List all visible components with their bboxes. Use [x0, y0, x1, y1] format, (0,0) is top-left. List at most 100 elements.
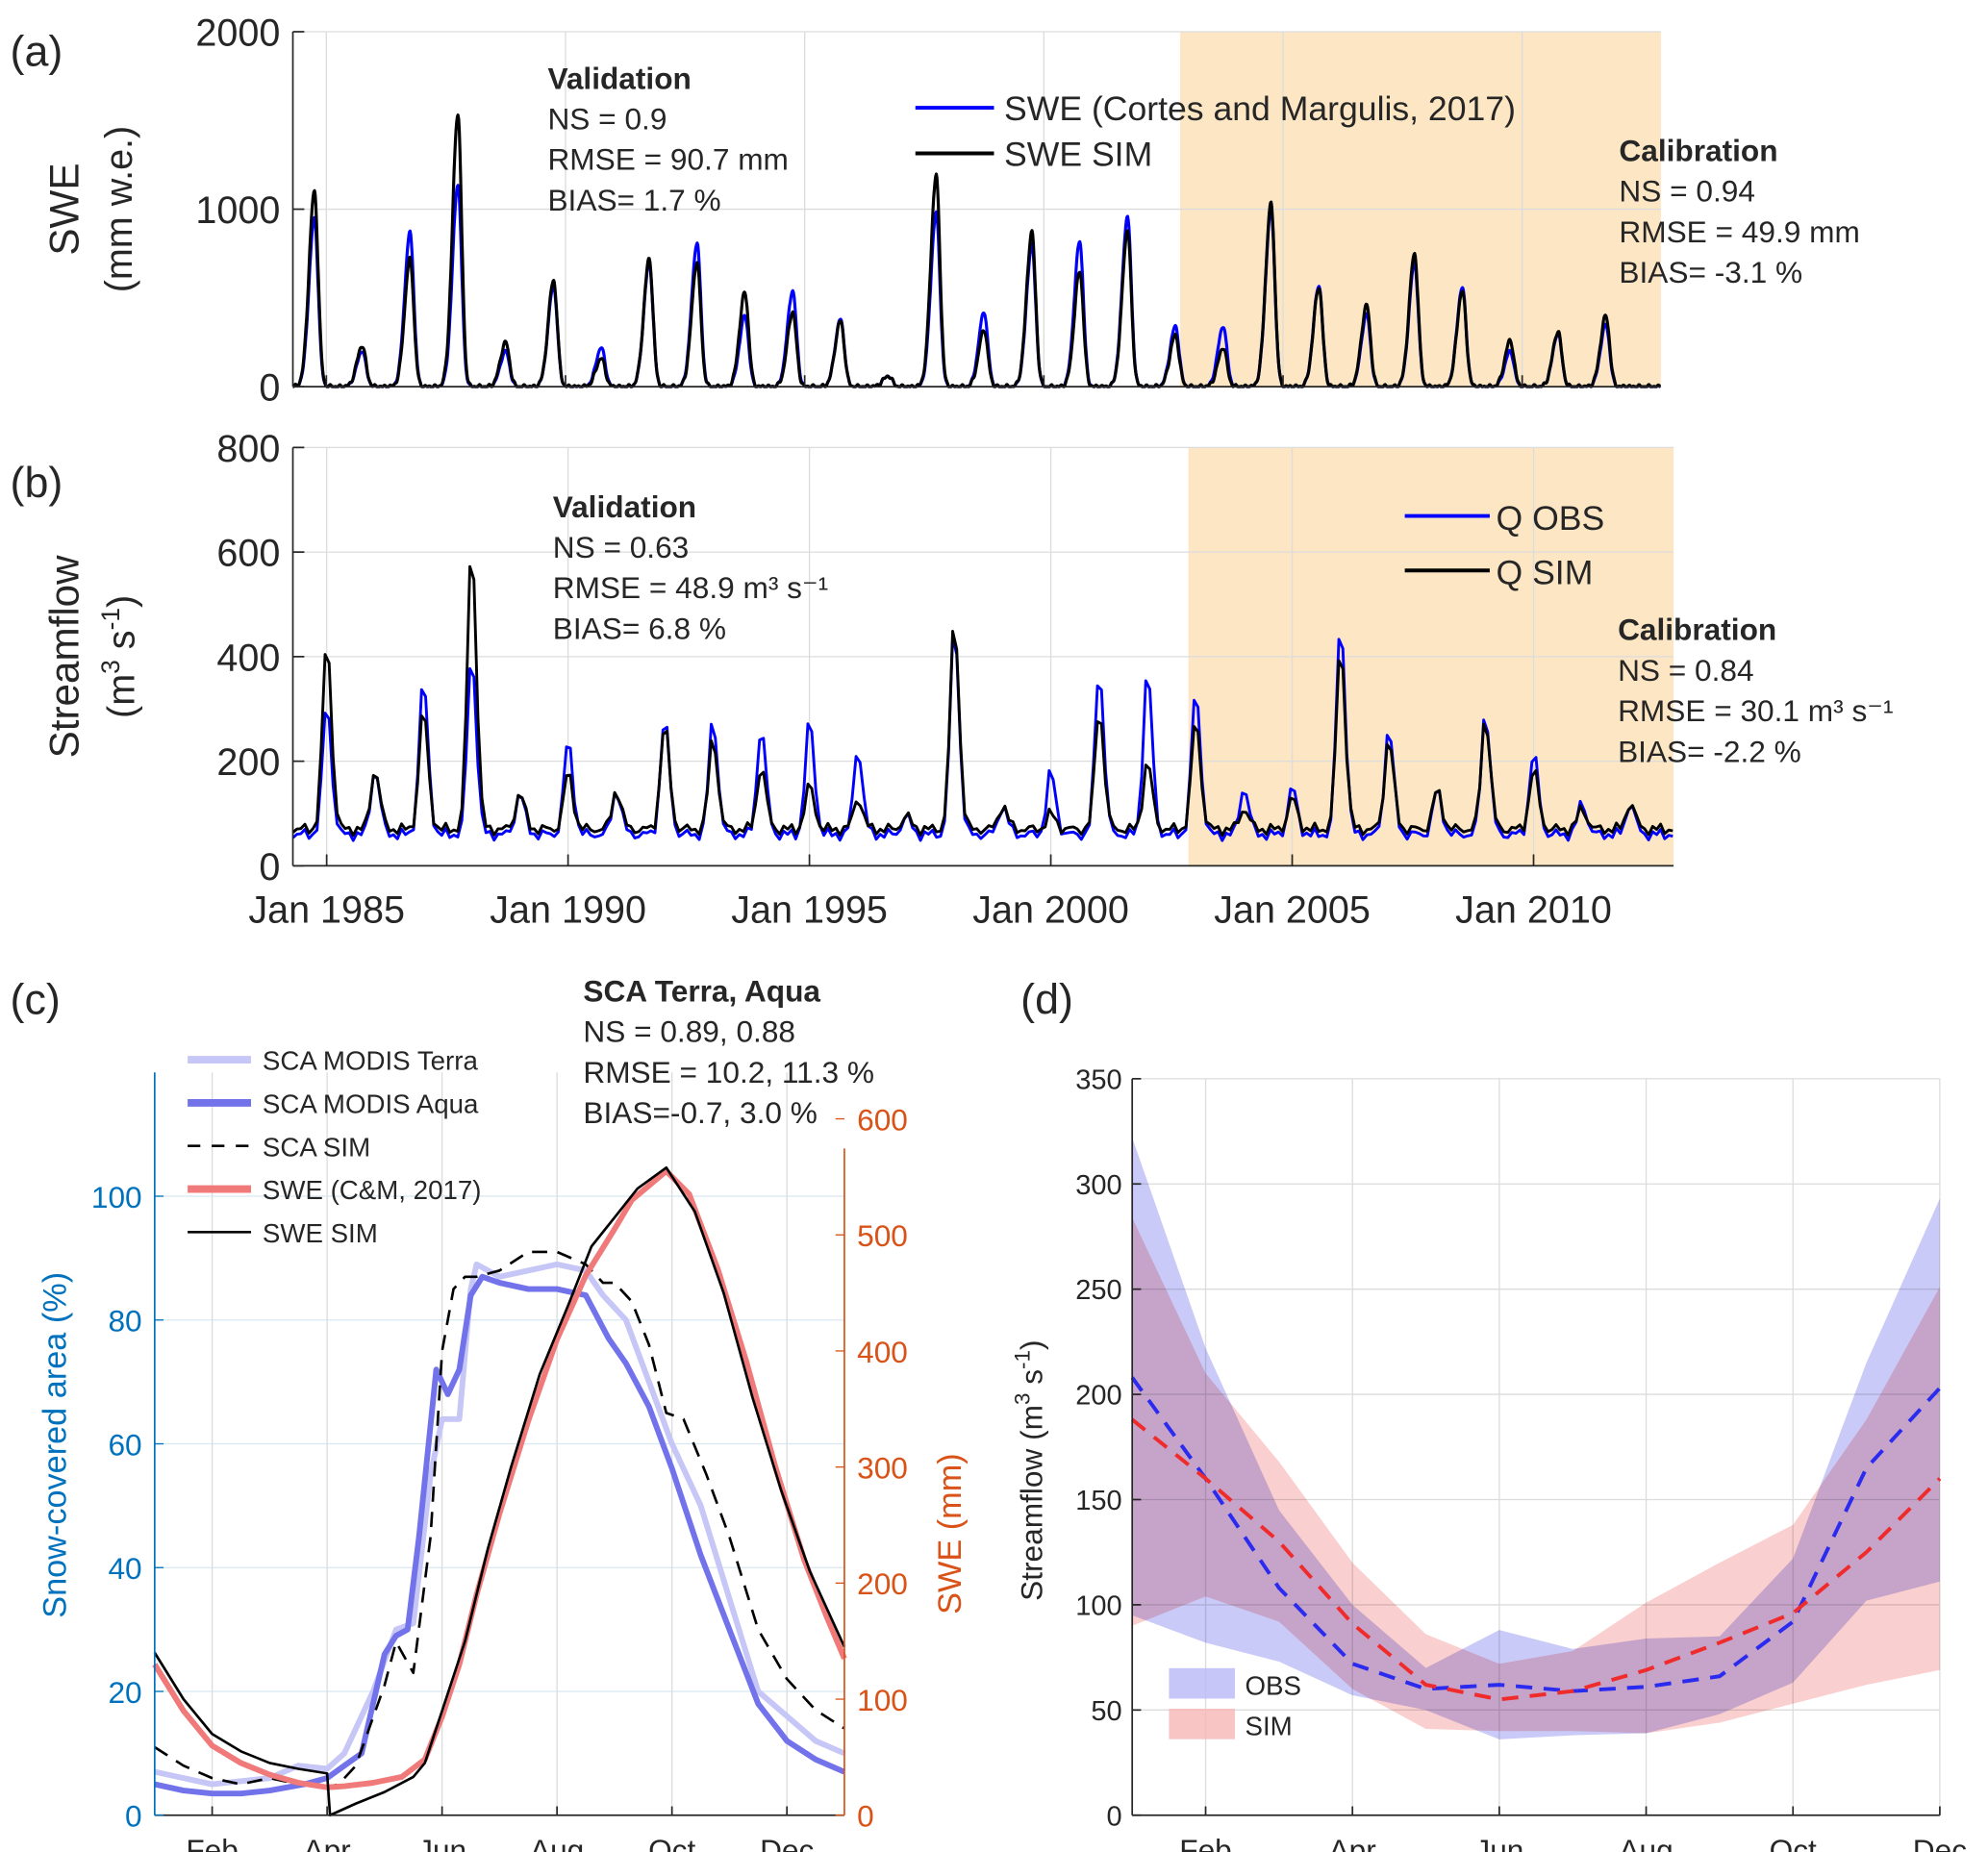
x-tick-label: Feb [1179, 1833, 1232, 1852]
panel-b-ylabel-line1: Streamflow [42, 555, 88, 758]
x-tick-label: Jun [417, 1833, 466, 1852]
y-tick-label: 0 [259, 367, 280, 410]
panel-a-label: (a) [11, 28, 63, 76]
y-tick-label: 200 [216, 741, 280, 784]
x-tick-label: Jan 1995 [731, 889, 888, 932]
x-tick-label: Jan 1990 [490, 889, 646, 932]
panel-d: (d) 0 50 100 150 200 250 300 350 Feb Apr Jun Aug Oct… [1010, 976, 1967, 1852]
panel-b-validation-bias: BIAS= 6.8 % [553, 611, 726, 645]
panel-b-validation-title: Validation [553, 489, 696, 524]
panel-d-legend-sim: SIM [1246, 1712, 1293, 1741]
panel-c-legend-swe-sim: SWE SIM [263, 1218, 378, 1248]
panel-a-validation-title: Validation [547, 61, 691, 95]
panel-b-ylabel: Streamflow (m3 s-1) [42, 555, 143, 758]
right-y-tick-label: 100 [857, 1683, 908, 1717]
left-y-tick-label: 60 [108, 1427, 141, 1462]
panel-a-calibration-ns: NS = 0.94 [1619, 174, 1755, 209]
x-tick-label: Aug [1619, 1833, 1673, 1852]
right-y-tick-label: 0 [857, 1799, 874, 1834]
x-tick-label: Dec [1913, 1833, 1967, 1852]
panel-a-validation-annotation: Validation NS = 0.9 RMSE = 90.7 mm BIAS=… [547, 61, 788, 217]
y-tick-label: 1000 [195, 189, 280, 232]
y-tick-label: 0 [1107, 1801, 1122, 1832]
x-tick-label: Apr [303, 1833, 350, 1852]
panel-c-annotation: SCA Terra, Aqua NS = 0.89, 0.88 RMSE = 1… [583, 973, 874, 1130]
left-y-tick-label: 80 [108, 1304, 141, 1339]
panel-b-plot-area: 0 200 400 600 800 Jan 1985 Jan 1990 Jan 1995 Jan… [216, 428, 1674, 932]
right-y-tick-label: 200 [857, 1566, 908, 1601]
series-line-q-sim [291, 564, 1673, 838]
y-tick-label: 350 [1075, 1064, 1121, 1095]
y-tick-label: 200 [1075, 1381, 1121, 1412]
panel-d-legend-sim-swatch [1169, 1709, 1235, 1739]
panel-b-calibration-rmse: RMSE = 30.1 m³ s⁻¹ [1618, 693, 1893, 728]
panel-b-calibration-ns: NS = 0.84 [1618, 653, 1754, 688]
mean-line-sim [1130, 1417, 1942, 1702]
panel-d-legend-obs: OBS [1246, 1671, 1301, 1701]
panel-a-legend-swe-cm: SWE (Cortes and Margulis, 2017) [1004, 89, 1516, 128]
x-tick-label: Dec [760, 1833, 814, 1852]
panel-a-legend: SWE (Cortes and Margulis, 2017) SWE SIM [915, 89, 1516, 174]
x-tick-label: Jun [1474, 1833, 1523, 1852]
x-tick-label: Feb [186, 1833, 238, 1852]
right-y-tick-label: 500 [857, 1218, 908, 1253]
panel-b-calibration-annotation: Calibration NS = 0.84 RMSE = 30.1 m³ s⁻¹… [1618, 613, 1893, 769]
y-tick-label: 0 [259, 846, 280, 888]
left-y-tick-label: 100 [91, 1180, 142, 1214]
panel-c-annotation-title: SCA Terra, Aqua [583, 973, 820, 1008]
y-tick-label: 100 [1075, 1590, 1121, 1621]
panel-c-legend: SCA MODIS Terra SCA MODIS Aqua SCA SIM S… [188, 1046, 481, 1248]
panel-a-validation-ns: NS = 0.9 [547, 101, 667, 136]
y-tick-label: 50 [1091, 1696, 1121, 1727]
panel-a-ylabel-line1: SWE [42, 163, 88, 256]
panel-a-calibration-rmse: RMSE = 49.9 mm [1619, 214, 1859, 249]
panel-b-validation-annotation: Validation NS = 0.63 RMSE = 48.9 m³ s⁻¹ … [553, 489, 828, 646]
y-tick-label: 800 [216, 428, 280, 470]
panel-d-label: (d) [1020, 976, 1073, 1024]
left-y-tick-label: 20 [108, 1675, 141, 1710]
x-tick-label: Jan 1985 [248, 889, 405, 932]
panel-a-ylabel: SWE (mm w.e.) [42, 126, 140, 293]
panel-b-calibration-bias: BIAS= -2.2 % [1618, 734, 1801, 768]
series-line-swe-c-m-2017- [152, 1167, 847, 1790]
panel-d-plot-area: 0 50 100 150 200 250 300 350 Feb Apr Jun Aug Oct Dec [1075, 1064, 1967, 1852]
panel-a-plot-area: 0 1000 2000 [195, 12, 1662, 410]
x-tick-label: Aug [530, 1833, 584, 1852]
panel-c-legend-swe-cm: SWE (C&M, 2017) [263, 1175, 482, 1205]
panel-a-validation-rmse: RMSE = 90.7 mm [547, 142, 788, 177]
x-tick-label: Jan 2000 [972, 889, 1129, 932]
x-tick-label: Jan 2010 [1455, 889, 1612, 932]
panel-c-plot-area: 0 20 40 60 80 100 0 100 200 300 400 500 600 Feb Apr Jun… [91, 1072, 908, 1852]
panel-b-legend: Q OBS Q SIM [1404, 499, 1605, 592]
panel-b: (b) 0 200 400 600 800 Jan 1985 Jan 1990 Jan 199… [11, 428, 1894, 932]
panel-c-annotation-rmse: RMSE = 10.2, 11.3 % [583, 1055, 874, 1089]
panel-c-legend-terra: SCA MODIS Terra [263, 1046, 479, 1076]
panel-a-calibration-title: Calibration [1619, 133, 1777, 167]
panel-c-label: (c) [11, 976, 61, 1024]
panel-a-validation-bias: BIAS= 1.7 % [547, 183, 720, 217]
mean-line-obs [1130, 1376, 1942, 1693]
y-tick-label: 250 [1075, 1275, 1121, 1306]
panel-b-ylabel-line2: (m3 s-1) [96, 595, 143, 718]
x-tick-label: Oct [648, 1833, 695, 1852]
panel-b-validation-ns: NS = 0.63 [553, 530, 690, 564]
right-y-tick-label: 300 [857, 1451, 908, 1486]
panel-b-legend-qobs: Q OBS [1497, 499, 1605, 538]
panel-a-calibration-bias: BIAS= -3.1 % [1619, 255, 1802, 289]
x-tick-label: Oct [1770, 1833, 1817, 1852]
panel-c-legend-aqua: SCA MODIS Aqua [263, 1089, 479, 1118]
panel-b-label: (b) [11, 459, 63, 507]
panel-c-annotation-bias: BIAS=-0.7, 3.0 % [583, 1095, 817, 1130]
panel-b-validation-rmse: RMSE = 48.9 m³ s⁻¹ [553, 570, 828, 605]
panel-c-annotation-ns: NS = 0.89, 0.88 [583, 1014, 795, 1049]
series-line-sca-modis-terra [154, 1261, 846, 1788]
right-y-tick-label: 400 [857, 1335, 908, 1369]
panel-a-calibration-annotation: Calibration NS = 0.94 RMSE = 49.9 mm BIA… [1619, 133, 1859, 289]
panel-a-legend-swe-sim: SWE SIM [1004, 136, 1152, 174]
y-tick-label: 300 [1075, 1170, 1121, 1201]
x-tick-label: Apr [1329, 1833, 1376, 1852]
panel-d-legend-obs-swatch [1169, 1667, 1235, 1699]
y-tick-label: 400 [216, 637, 280, 679]
y-tick-label: 600 [216, 533, 280, 575]
